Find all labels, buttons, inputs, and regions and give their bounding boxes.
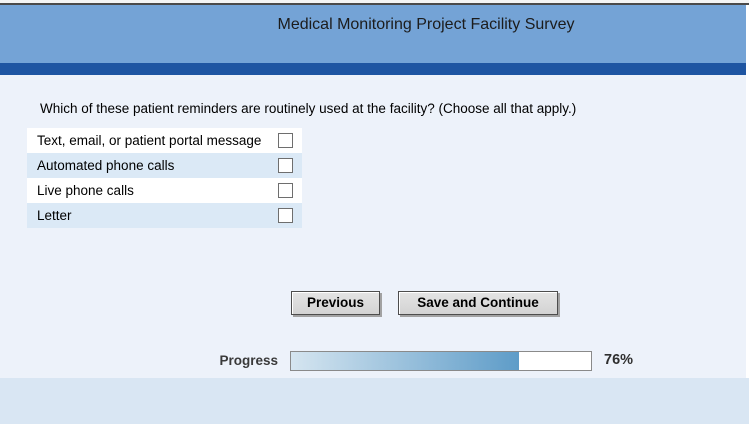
footer-band	[0, 378, 749, 424]
progress-fill	[291, 352, 519, 370]
option-checkbox[interactable]	[278, 158, 293, 173]
option-table: Text, email, or patient portal message A…	[27, 128, 302, 228]
option-row: Automated phone calls	[27, 153, 302, 178]
top-strip	[0, 0, 749, 3]
option-row: Live phone calls	[27, 178, 302, 203]
option-label: Automated phone calls	[37, 158, 175, 173]
content-area: Which of these patient reminders are rou…	[0, 75, 746, 378]
question-text: Which of these patient reminders are rou…	[40, 101, 577, 116]
progress-label: Progress	[219, 353, 278, 368]
option-label: Live phone calls	[37, 183, 134, 198]
option-checkbox[interactable]	[278, 183, 293, 198]
previous-button[interactable]: Previous	[291, 291, 380, 315]
progress-bar	[290, 351, 592, 371]
progress-percent: 76%	[604, 352, 634, 368]
header-band: Medical Monitoring Project Facility Surv…	[0, 5, 746, 63]
option-row: Text, email, or patient portal message	[27, 128, 302, 153]
option-label: Letter	[37, 208, 72, 223]
option-row: Letter	[27, 203, 302, 228]
option-checkbox[interactable]	[278, 133, 293, 148]
page-title: Medical Monitoring Project Facility Surv…	[277, 16, 575, 33]
option-checkbox[interactable]	[278, 208, 293, 223]
option-label: Text, email, or patient portal message	[37, 133, 262, 148]
header-divider-bar	[0, 63, 746, 75]
top-border-line	[0, 3, 749, 5]
save-and-continue-button[interactable]: Save and Continue	[398, 291, 558, 315]
